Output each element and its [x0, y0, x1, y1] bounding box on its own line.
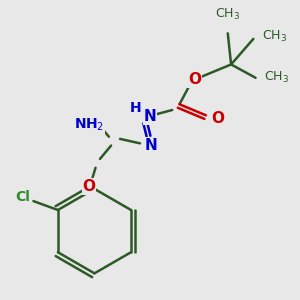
Text: NH$_2$: NH$_2$ — [74, 116, 104, 133]
Text: CH$_3$: CH$_3$ — [262, 29, 287, 44]
Text: H: H — [130, 101, 141, 115]
Text: N: N — [144, 109, 156, 124]
Text: O: O — [82, 179, 95, 194]
Text: O: O — [211, 111, 224, 126]
Text: N: N — [145, 138, 158, 153]
Text: CH$_3$: CH$_3$ — [215, 7, 240, 22]
Text: O: O — [188, 73, 201, 88]
Text: Cl: Cl — [15, 190, 30, 204]
Text: CH$_3$: CH$_3$ — [264, 70, 290, 85]
